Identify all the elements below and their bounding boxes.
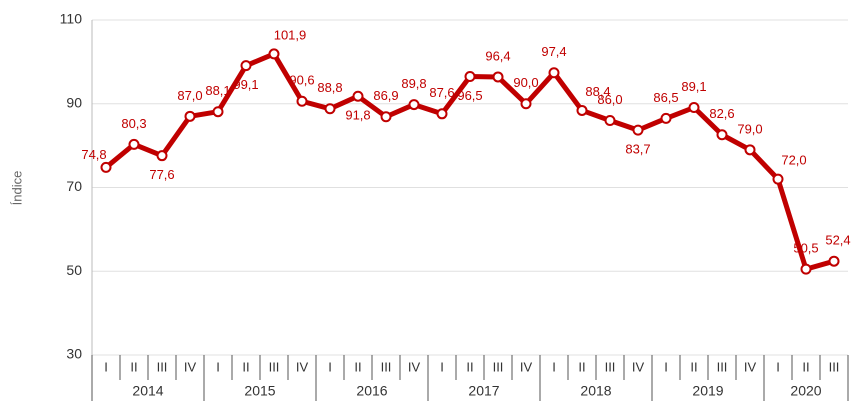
x-tick-label: IV [296, 359, 309, 374]
data-label: 89,1 [681, 79, 706, 94]
y-tick-label: 30 [66, 346, 82, 362]
y-tick-label: 110 [60, 11, 83, 27]
x-tick-label: IV [520, 359, 533, 374]
marker [660, 112, 672, 124]
year-label: 2015 [244, 383, 275, 399]
x-tick-label: III [269, 359, 280, 374]
marker [576, 104, 588, 116]
x-tick-label: III [829, 359, 840, 374]
data-label: 99,1 [233, 77, 258, 92]
year-label: 2018 [580, 383, 611, 399]
x-tick-label: III [717, 359, 728, 374]
data-label: 72,0 [781, 153, 806, 168]
data-label: 88,8 [317, 80, 342, 95]
marker [520, 98, 532, 110]
x-tick-label: IV [632, 359, 645, 374]
year-label: 2014 [132, 383, 163, 399]
data-label: 82,6 [709, 106, 734, 121]
data-label: 88,4 [585, 84, 610, 99]
x-tick-label: I [216, 359, 220, 374]
data-label: 101,9 [274, 27, 307, 42]
marker [772, 173, 784, 185]
x-tick-label: III [493, 359, 504, 374]
x-tick-label: IV [184, 359, 197, 374]
data-label: 86,5 [653, 90, 678, 105]
x-tick-label: II [578, 359, 585, 374]
x-tick-label: II [242, 359, 249, 374]
data-label: 83,7 [625, 142, 650, 157]
marker [324, 103, 336, 115]
data-label: 97,4 [541, 44, 566, 59]
marker [800, 263, 812, 275]
marker [408, 99, 420, 111]
marker [184, 110, 196, 122]
marker [100, 161, 112, 173]
x-tick-label: II [802, 359, 809, 374]
data-label: 50,5 [793, 241, 818, 256]
data-label: 88,1 [205, 83, 230, 98]
data-label: 87,6 [429, 85, 454, 100]
data-label: 90,6 [289, 73, 314, 88]
marker [436, 108, 448, 120]
marker [268, 48, 280, 60]
x-tick-label: I [440, 359, 444, 374]
marker [212, 106, 224, 118]
x-tick-label: I [664, 359, 668, 374]
marker [604, 115, 616, 126]
data-label: 74,8 [81, 147, 106, 162]
marker [492, 71, 504, 83]
year-label: 2020 [790, 383, 821, 399]
x-tick-label: III [157, 359, 168, 374]
y-tick-label: 70 [66, 178, 82, 194]
marker [128, 138, 140, 150]
marker [632, 124, 644, 136]
year-label: 2019 [692, 383, 723, 399]
data-label: 86,9 [373, 88, 398, 103]
data-label: 87,0 [177, 88, 202, 103]
x-tick-label: II [690, 359, 697, 374]
x-tick-label: II [466, 359, 473, 374]
marker [352, 90, 364, 102]
data-label: 96,4 [485, 48, 510, 63]
data-label: 89,8 [401, 76, 426, 91]
data-label: 79,0 [737, 121, 762, 136]
marker [548, 67, 560, 79]
year-label: 2016 [356, 383, 387, 399]
marker [688, 102, 700, 114]
x-tick-label: III [605, 359, 616, 374]
x-tick-label: IV [744, 359, 757, 374]
data-label: 86,0 [597, 92, 622, 107]
data-label: 77,6 [149, 167, 174, 182]
y-axis-label: Índice [9, 171, 24, 206]
x-tick-label: II [354, 359, 361, 374]
data-label: 52,4 [825, 233, 850, 248]
x-tick-label: I [328, 359, 332, 374]
data-label: 90,0 [513, 75, 538, 90]
marker [464, 71, 476, 83]
marker [240, 60, 252, 72]
marker [380, 111, 392, 123]
data-label: 96,5 [457, 88, 482, 103]
marker [828, 255, 840, 267]
marker [296, 95, 308, 107]
marker [716, 129, 728, 141]
x-tick-label: IV [408, 359, 421, 374]
marker [744, 144, 756, 156]
data-label: 91,8 [345, 108, 370, 123]
x-tick-label: I [776, 359, 780, 374]
x-tick-label: III [381, 359, 392, 374]
data-label: 80,3 [121, 116, 146, 131]
marker [156, 150, 168, 162]
x-tick-label: I [104, 359, 108, 374]
year-label: 2017 [468, 383, 499, 399]
y-tick-label: 50 [66, 262, 82, 278]
x-tick-label: I [552, 359, 556, 374]
x-tick-label: II [130, 359, 137, 374]
y-tick-label: 90 [66, 94, 82, 110]
